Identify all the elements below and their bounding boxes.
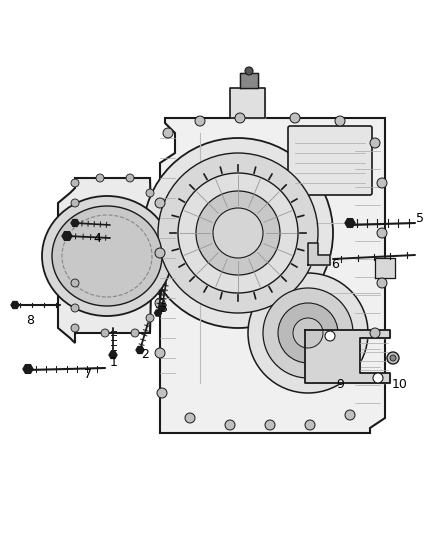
Circle shape	[157, 388, 167, 398]
Polygon shape	[71, 220, 79, 227]
Polygon shape	[308, 243, 330, 265]
FancyBboxPatch shape	[288, 126, 372, 195]
Circle shape	[377, 228, 387, 238]
Ellipse shape	[52, 206, 162, 306]
Circle shape	[158, 153, 318, 313]
Circle shape	[126, 174, 134, 182]
Polygon shape	[11, 302, 19, 309]
Circle shape	[213, 208, 263, 258]
Circle shape	[71, 279, 79, 287]
Circle shape	[248, 273, 368, 393]
Circle shape	[101, 329, 109, 337]
Circle shape	[195, 116, 205, 126]
Polygon shape	[109, 352, 117, 359]
Circle shape	[185, 413, 195, 423]
Text: 1: 1	[110, 357, 118, 369]
Circle shape	[293, 318, 323, 348]
Polygon shape	[240, 73, 258, 88]
Text: 2: 2	[141, 349, 149, 361]
Polygon shape	[136, 346, 144, 353]
Circle shape	[178, 173, 298, 293]
Text: 6: 6	[331, 259, 339, 271]
Circle shape	[245, 67, 253, 75]
Circle shape	[377, 278, 387, 288]
Circle shape	[335, 116, 345, 126]
Ellipse shape	[42, 196, 172, 316]
Circle shape	[155, 198, 165, 208]
Text: 3: 3	[159, 302, 167, 314]
Circle shape	[263, 288, 353, 378]
Circle shape	[71, 304, 79, 312]
Circle shape	[146, 189, 154, 197]
Circle shape	[131, 329, 139, 337]
Text: 4: 4	[93, 231, 101, 245]
Circle shape	[155, 348, 165, 358]
Polygon shape	[23, 365, 33, 373]
Text: 8: 8	[26, 313, 34, 327]
Polygon shape	[159, 305, 166, 311]
Circle shape	[71, 199, 79, 207]
Circle shape	[196, 191, 280, 275]
Polygon shape	[58, 178, 152, 343]
Circle shape	[305, 420, 315, 430]
Text: 9: 9	[336, 378, 344, 392]
Circle shape	[225, 420, 235, 430]
Circle shape	[71, 324, 79, 332]
Circle shape	[325, 331, 335, 341]
Circle shape	[155, 248, 165, 258]
Circle shape	[163, 128, 173, 138]
Circle shape	[387, 352, 399, 364]
Text: 5: 5	[416, 212, 424, 224]
Circle shape	[155, 298, 165, 308]
Polygon shape	[305, 330, 390, 383]
Circle shape	[373, 373, 383, 383]
Circle shape	[146, 314, 154, 322]
Circle shape	[345, 410, 355, 420]
Circle shape	[390, 355, 396, 361]
Circle shape	[265, 420, 275, 430]
Polygon shape	[155, 310, 162, 316]
Circle shape	[96, 174, 104, 182]
Polygon shape	[160, 118, 385, 433]
Circle shape	[370, 138, 380, 148]
Polygon shape	[345, 219, 355, 228]
Polygon shape	[62, 232, 72, 240]
Circle shape	[143, 138, 333, 328]
Circle shape	[370, 328, 380, 338]
Circle shape	[235, 113, 245, 123]
Polygon shape	[230, 88, 265, 118]
Circle shape	[377, 178, 387, 188]
Text: 10: 10	[392, 378, 408, 392]
Circle shape	[71, 179, 79, 187]
Circle shape	[278, 303, 338, 363]
Polygon shape	[375, 258, 395, 278]
Text: 7: 7	[84, 368, 92, 382]
Circle shape	[290, 113, 300, 123]
